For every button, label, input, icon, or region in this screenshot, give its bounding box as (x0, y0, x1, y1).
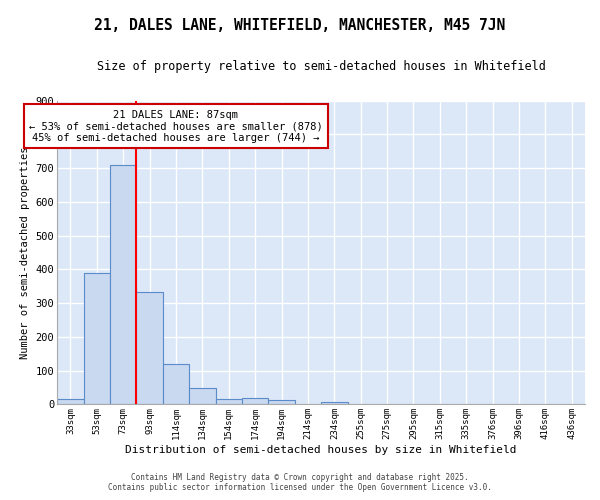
Bar (83, 272, 110, 404)
Bar (136, 292, 163, 405)
Text: 21, DALES LANE, WHITEFIELD, MANCHESTER, M45 7JN: 21, DALES LANE, WHITEFIELD, MANCHESTER, … (94, 18, 506, 32)
Bar (189, 388, 215, 404)
Bar (321, 402, 347, 404)
Bar (215, 400, 242, 404)
Text: 21 DALES LANE: 87sqm
← 53% of semi-detached houses are smaller (878)
45% of semi: 21 DALES LANE: 87sqm ← 53% of semi-detac… (29, 110, 323, 143)
Title: Size of property relative to semi-detached houses in Whitefield: Size of property relative to semi-detach… (97, 60, 545, 73)
Y-axis label: Number of semi-detached properties: Number of semi-detached properties (20, 146, 30, 358)
X-axis label: Distribution of semi-detached houses by size in Whitefield: Distribution of semi-detached houses by … (125, 445, 517, 455)
Bar (268, 400, 295, 404)
Bar (57, 400, 83, 404)
Bar (242, 398, 268, 404)
Text: Contains HM Land Registry data © Crown copyright and database right 2025.
Contai: Contains HM Land Registry data © Crown c… (108, 473, 492, 492)
Bar (163, 364, 189, 405)
Bar (110, 164, 136, 404)
